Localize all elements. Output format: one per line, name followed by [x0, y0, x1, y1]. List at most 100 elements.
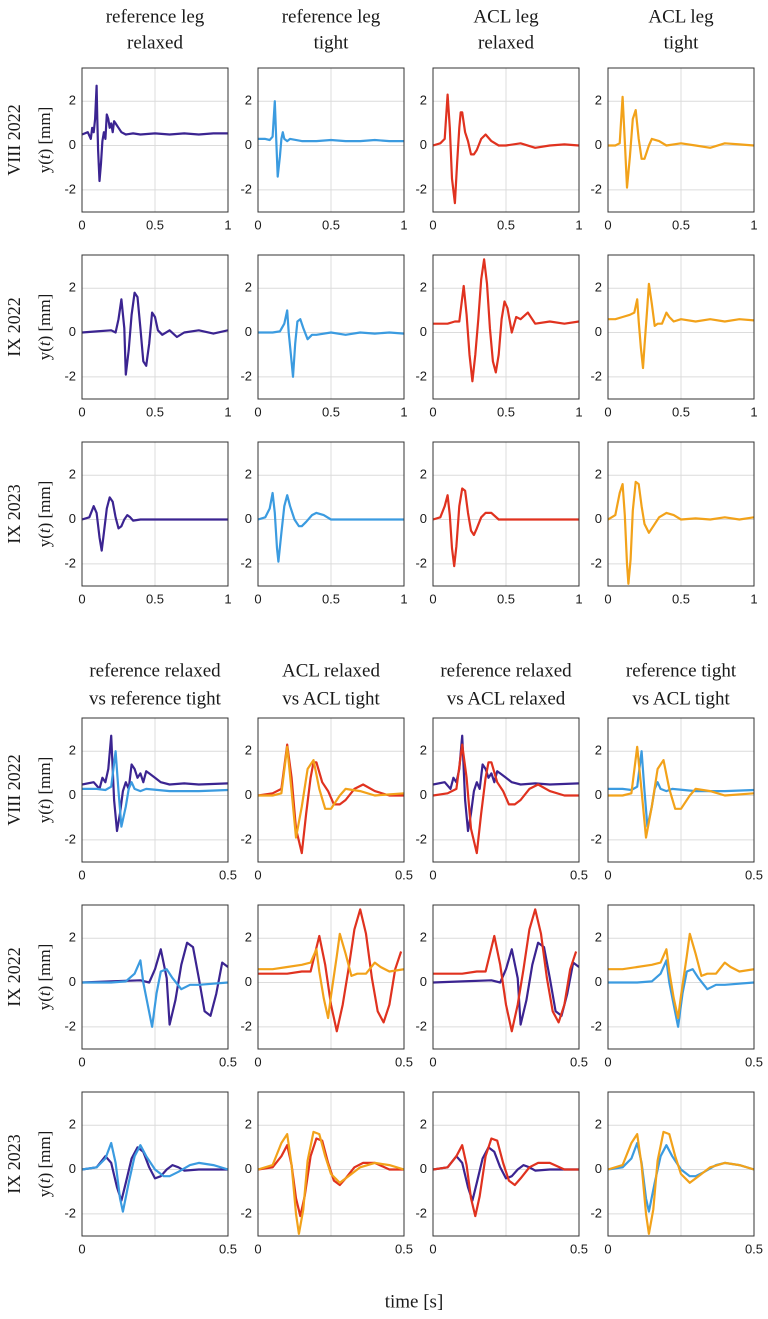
y-tick-label: 0 [595, 511, 602, 526]
plot-frame [257, 67, 405, 213]
x-tick-label: 0.5 [672, 217, 690, 232]
subplot: -2 0 2 0 0.5 1 [64, 441, 232, 606]
x-tick-label: 0.5 [322, 404, 340, 419]
plot-frame [432, 717, 580, 863]
y-tick-label: -2 [415, 1205, 427, 1220]
y-tick-label: 0 [245, 137, 252, 152]
plot-frame [432, 67, 580, 213]
y-tick-label: -2 [240, 368, 252, 383]
y-tick-label: 2 [420, 1117, 427, 1132]
y-tick-label: 0 [595, 324, 602, 339]
row-label: VIII 2022 [4, 104, 24, 175]
column-title: tight [314, 32, 350, 53]
row-label: IX 2023 [4, 1134, 24, 1194]
series-line [258, 932, 404, 1020]
y-axis-label: y(t) [mm] [35, 1131, 54, 1198]
y-tick-label: -2 [240, 555, 252, 570]
y-tick-label: -2 [415, 831, 427, 846]
y-tick-label: 2 [420, 93, 427, 108]
plot-frame [607, 67, 755, 213]
y-tick-label: 2 [420, 467, 427, 482]
series-line [608, 1130, 754, 1235]
series-line [258, 491, 404, 563]
plot-frame [432, 254, 580, 400]
x-tick-label: 0.5 [570, 1241, 588, 1256]
series-line [608, 480, 754, 585]
y-axis-label: y(t) [mm] [35, 481, 54, 548]
x-tick-label: 0.5 [745, 867, 763, 882]
plot-frame [432, 441, 580, 587]
y-tick-label: -2 [590, 555, 602, 570]
x-tick-label: 0.5 [146, 591, 164, 606]
y-tick-label: -2 [415, 181, 427, 196]
plot-frame [81, 254, 229, 400]
series-line [258, 745, 404, 839]
x-tick-label: 1 [224, 217, 231, 232]
y-tick-label: -2 [64, 181, 76, 196]
y-tick-label: 2 [595, 280, 602, 295]
plot-frame [607, 254, 755, 400]
y-tick-label: -2 [240, 831, 252, 846]
y-tick-label: 0 [595, 787, 602, 802]
plot-frame [81, 1091, 229, 1237]
y-tick-label: 0 [245, 324, 252, 339]
x-tick-label: 0.5 [570, 1054, 588, 1069]
x-tick-label: 0.5 [322, 591, 340, 606]
column-title: vs ACL tight [282, 688, 380, 709]
column-title: reference leg [282, 6, 381, 27]
x-tick-label: 0.5 [745, 1241, 763, 1256]
series-line [258, 309, 404, 378]
y-tick-label: -2 [64, 1018, 76, 1033]
x-tick-label: 0 [604, 404, 611, 419]
plot-frame [607, 1091, 755, 1237]
plot-frame [257, 717, 405, 863]
subplot: -2 0 2 0 0.5 [590, 904, 763, 1069]
x-tick-label: 0 [254, 867, 261, 882]
series-line [258, 908, 403, 1033]
y-tick-label: 0 [420, 1161, 427, 1176]
x-tick-label: 0 [78, 217, 85, 232]
x-tick-label: 1 [224, 591, 231, 606]
x-tick-label: 0 [78, 1241, 85, 1256]
y-tick-label: 2 [420, 930, 427, 945]
y-tick-label: 0 [245, 511, 252, 526]
y-tick-label: 2 [245, 930, 252, 945]
subplot: -2 0 2 0 0.5 [240, 1091, 413, 1256]
x-tick-label: 0.5 [146, 217, 164, 232]
x-tick-label: 0 [254, 1054, 261, 1069]
x-tick-label: 0 [604, 867, 611, 882]
y-tick-label: 2 [595, 743, 602, 758]
series-line [82, 291, 228, 376]
column-title: relaxed [127, 32, 183, 53]
x-tick-label: 1 [750, 591, 757, 606]
x-tick-label: 0 [254, 404, 261, 419]
y-tick-label: 2 [595, 1117, 602, 1132]
series-line [258, 1137, 404, 1218]
column-title: ACL leg [473, 6, 539, 27]
y-tick-label: 0 [420, 324, 427, 339]
subplot: -2 0 2 0 0.5 1 [415, 254, 583, 419]
series-line [433, 487, 579, 568]
row-label: IX 2022 [4, 947, 24, 1007]
y-tick-label: 0 [420, 974, 427, 989]
x-tick-label: 0 [429, 1241, 436, 1256]
subplot: -2 0 2 0 0.5 [590, 1091, 763, 1256]
y-tick-label: 0 [69, 137, 76, 152]
plot-frame [432, 904, 580, 1050]
x-tick-label: 1 [750, 404, 757, 419]
x-tick-label: 0.5 [745, 1054, 763, 1069]
plot-frame [81, 441, 229, 587]
y-tick-label: 2 [245, 743, 252, 758]
subplot: -2 0 2 0 0.5 [415, 904, 588, 1069]
y-tick-label: -2 [415, 1018, 427, 1033]
y-tick-label: -2 [590, 368, 602, 383]
y-tick-label: 0 [69, 787, 76, 802]
x-tick-label: 0.5 [395, 867, 413, 882]
y-tick-label: 0 [595, 974, 602, 989]
subplot: -2 0 2 0 0.5 1 [590, 254, 758, 419]
y-tick-label: 0 [420, 137, 427, 152]
plot-frame [432, 1091, 580, 1237]
row-label: VIII 2022 [4, 754, 24, 825]
y-tick-label: 0 [595, 1161, 602, 1176]
x-tick-label: 0.5 [497, 404, 515, 419]
